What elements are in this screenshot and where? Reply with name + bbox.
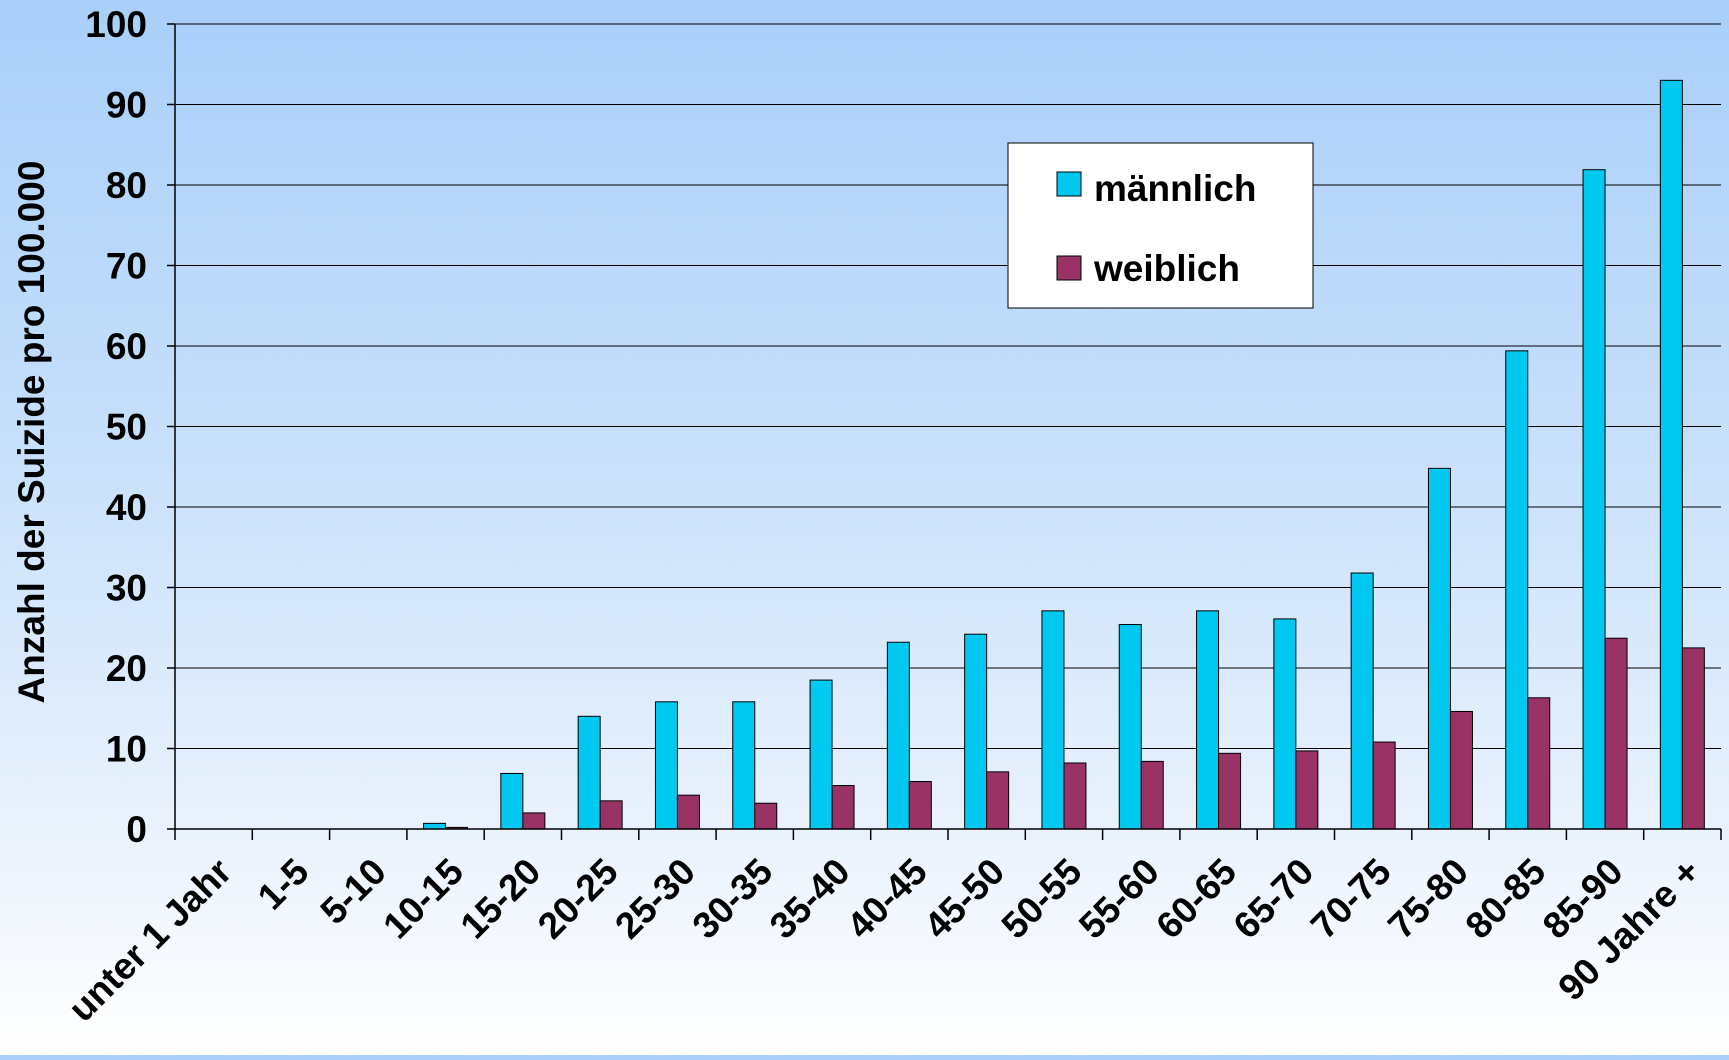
- legend-swatch-maennlich: [1056, 171, 1082, 197]
- bar-maennlich: [886, 641, 910, 830]
- x-tick-label: 20-25: [530, 851, 626, 947]
- bar-maennlich: [654, 701, 678, 830]
- y-tick-label: 80: [106, 165, 147, 206]
- bar-maennlich: [423, 822, 447, 830]
- bar-weiblich: [1140, 760, 1164, 830]
- y-tick-label: 60: [106, 326, 147, 367]
- bar-weiblich: [908, 781, 932, 830]
- bar-weiblich: [831, 785, 855, 830]
- x-tick-label: 1-5: [250, 851, 317, 918]
- bars: [423, 79, 1705, 830]
- x-tick-label: 25-30: [607, 851, 703, 947]
- x-tick-label: 40-45: [839, 851, 935, 947]
- x-tick-label: 65-70: [1226, 851, 1322, 947]
- bar-weiblich: [522, 812, 546, 830]
- legend: männlich weiblich: [1007, 142, 1314, 309]
- bar-weiblich: [1449, 710, 1473, 830]
- bar-maennlich: [809, 679, 833, 830]
- y-tick-label: 90: [106, 85, 147, 126]
- legend-label-weiblich: weiblich: [1093, 248, 1240, 289]
- y-tick-label: 40: [106, 487, 147, 528]
- bar-weiblich: [1604, 637, 1628, 830]
- x-tick-label: 60-65: [1148, 851, 1244, 947]
- bar-maennlich: [1659, 79, 1683, 830]
- y-tick-label: 0: [126, 809, 147, 850]
- bar-maennlich: [1350, 572, 1374, 830]
- bar-weiblich: [1218, 752, 1242, 830]
- bar-maennlich: [1582, 169, 1606, 830]
- bar-weiblich: [1295, 750, 1319, 830]
- bar-maennlich: [1196, 610, 1220, 830]
- bar-maennlich: [577, 715, 601, 830]
- bar-weiblich: [1681, 647, 1705, 830]
- bar-weiblich: [754, 802, 778, 830]
- x-tick-label: 10-15: [375, 851, 471, 947]
- bar-maennlich: [732, 701, 756, 830]
- x-tick-label: 30-35: [684, 851, 780, 947]
- bar-maennlich: [1273, 618, 1297, 830]
- gridlines: [175, 23, 1721, 749]
- x-tick-label: 55-60: [1071, 851, 1167, 947]
- bar-weiblich: [1372, 741, 1396, 830]
- y-tick-label: 20: [106, 648, 147, 689]
- y-axis-title: Anzahl der Suizide pro 100.000: [11, 161, 52, 704]
- y-tick-label: 30: [106, 568, 147, 609]
- bar-maennlich: [1041, 610, 1065, 830]
- x-tick-label: 15-20: [453, 851, 549, 947]
- bar-weiblich: [599, 800, 623, 830]
- y-tick-label: 50: [106, 407, 147, 448]
- y-tick-label: 100: [85, 4, 147, 45]
- legend-swatch-weiblich: [1056, 255, 1082, 281]
- bar-weiblich: [986, 771, 1010, 830]
- bar-maennlich: [964, 633, 988, 830]
- x-tick-label: 70-75: [1303, 851, 1399, 947]
- x-tick-label: 80-85: [1457, 851, 1553, 947]
- bar-weiblich: [1527, 697, 1551, 830]
- x-tick-label: 45-50: [916, 851, 1012, 947]
- legend-label-maennlich: männlich: [1094, 168, 1256, 209]
- x-tick-label: 50-55: [994, 851, 1090, 947]
- bar-maennlich: [1118, 624, 1142, 830]
- y-tick-label: 10: [106, 729, 147, 770]
- x-tick-label: 35-40: [762, 851, 858, 947]
- bar-weiblich: [676, 794, 700, 830]
- bar-maennlich: [1505, 350, 1529, 830]
- x-tick-label: 75-80: [1380, 851, 1476, 947]
- bar-maennlich: [500, 772, 524, 830]
- x-tick-label: unter 1 Jahr: [61, 851, 240, 1030]
- y-tick-label: 70: [106, 246, 147, 287]
- bar-maennlich: [1427, 467, 1451, 830]
- bar-weiblich: [1063, 762, 1087, 830]
